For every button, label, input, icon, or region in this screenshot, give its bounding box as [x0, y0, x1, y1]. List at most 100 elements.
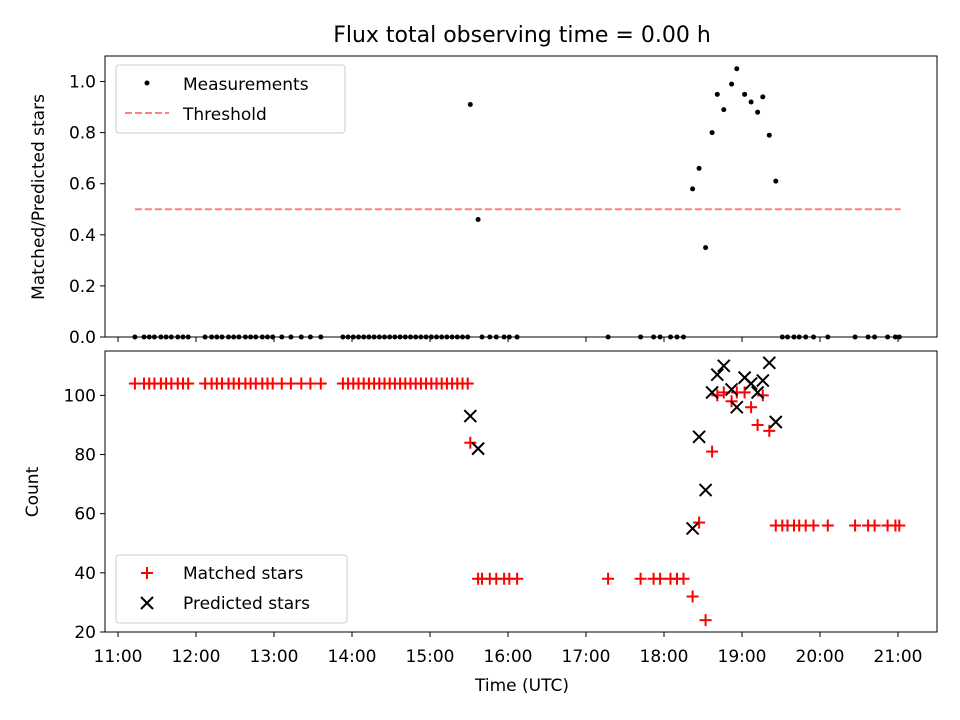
measurement-point — [748, 99, 754, 105]
measurement-point — [773, 178, 779, 184]
predicted-star-marker — [730, 400, 744, 414]
legend-threshold-label: Threshold — [182, 105, 267, 125]
measurement-point — [760, 94, 766, 100]
x-tick-label: 14:00 — [328, 647, 377, 667]
measurement-point — [467, 102, 473, 108]
bottom-y-tick-label: 80 — [74, 446, 96, 466]
matched-star-marker — [602, 572, 615, 585]
predicted-star-marker — [744, 376, 758, 391]
predicted-star-diag2 — [744, 376, 758, 391]
measurement-point — [721, 107, 727, 113]
bottom-y-tick-label: 100 — [64, 386, 96, 406]
predicted-star-diag2 — [724, 382, 739, 397]
top-y-tick-label: 0.8 — [69, 124, 96, 144]
bottom-legend-box — [115, 554, 348, 624]
legend-matched-marker — [141, 567, 153, 579]
matched-star-marker — [893, 519, 906, 532]
predicted-star-marker — [769, 415, 783, 429]
matched-star-marker — [461, 377, 474, 390]
legend-predicted-marker — [140, 596, 154, 610]
top-legend-box — [115, 64, 346, 134]
predicted-star-marker — [724, 382, 739, 397]
matched-star-marker — [677, 572, 690, 585]
x-tick-label: 11:00 — [94, 647, 143, 667]
matched-star-marker — [745, 401, 758, 414]
predicted-star-marker — [705, 385, 719, 400]
predicted-star-marker — [762, 356, 777, 370]
predicted-star-diag2 — [685, 521, 700, 536]
matched-star-marker — [821, 519, 834, 532]
measurement-point — [709, 130, 715, 136]
top-y-axis-label: Matched/Predicted stars — [29, 94, 49, 300]
predicted-star-diag2 — [762, 356, 777, 370]
predicted-star-diag2 — [710, 367, 725, 382]
measurement-point — [690, 186, 696, 192]
top-y-tick-label: 0.4 — [69, 226, 96, 246]
bottom-y-tick-label: 60 — [74, 505, 96, 525]
matched-star-marker — [304, 377, 317, 390]
measurement-point — [734, 66, 740, 72]
matched-star-marker — [284, 377, 297, 390]
x-tick-label: 20:00 — [796, 647, 845, 667]
predicted-star-diag2 — [730, 400, 744, 414]
bottom-y-tick-label: 20 — [74, 623, 96, 643]
matched-star-marker — [699, 614, 712, 627]
predicted-star-marker — [710, 367, 725, 382]
chart-title: Flux total observing time = 0.00 h — [333, 23, 711, 48]
matched-star-marker — [464, 436, 477, 449]
matched-star-marker — [849, 519, 862, 532]
x-tick-label: 12:00 — [172, 647, 221, 667]
predicted-star-diag2 — [698, 483, 713, 497]
x-axis-label: Time (UTC) — [474, 676, 569, 696]
measurement-point — [714, 91, 720, 97]
measurement-point — [755, 109, 761, 115]
measurement-point — [703, 245, 709, 251]
bottom-y-axis-label: Count — [23, 466, 43, 517]
matched-star-marker — [756, 389, 769, 402]
predicted-star-marker — [717, 359, 731, 373]
matched-star-marker — [511, 572, 524, 585]
matched-star-marker — [711, 389, 724, 402]
top-y-tick-label: 0.0 — [69, 328, 96, 348]
predicted-star-diag2 — [717, 359, 731, 373]
predicted-star-diag2 — [692, 430, 706, 444]
x-tick-label: 19:00 — [718, 647, 767, 667]
x-tick-label: 13:00 — [250, 647, 299, 667]
predicted-star-marker — [756, 373, 770, 388]
x-tick-label: 16:00 — [484, 647, 533, 667]
top-y-tick-label: 1.0 — [69, 73, 96, 93]
matched-star-marker — [693, 516, 706, 529]
top-plot-frame — [104, 55, 938, 338]
matched-star-marker — [706, 445, 719, 458]
bottom-legend: Matched stars Predicted stars — [115, 554, 348, 624]
legend-measurements-marker — [144, 80, 150, 86]
predicted-star-diag2 — [471, 441, 485, 456]
x-tick-label: 17:00 — [562, 647, 611, 667]
top-legend: Measurements Threshold — [115, 64, 346, 134]
measurement-point — [742, 91, 748, 97]
legend-matched-label: Matched stars — [183, 564, 303, 584]
top-y-tick-label: 0.2 — [69, 277, 96, 297]
predicted-star-marker — [471, 441, 485, 456]
predicted-star-diag2 — [705, 385, 719, 400]
measurement-point — [729, 81, 735, 87]
predicted-star-marker — [463, 409, 478, 423]
predicted-star-marker — [698, 483, 713, 497]
x-tick-label: 21:00 — [874, 647, 923, 667]
measurement-point — [696, 165, 702, 171]
measurement-point — [766, 132, 772, 138]
matched-star-marker — [314, 377, 327, 390]
matched-star-marker — [807, 519, 820, 532]
matched-star-marker — [634, 572, 647, 585]
bottom-y-tick-label: 40 — [74, 564, 96, 584]
predicted-star-marker — [750, 385, 765, 400]
predicted-star-diag2 — [769, 415, 783, 429]
matched-star-marker — [654, 572, 667, 585]
top-panel: 0.0 0.2 0.4 0.6 0.8 1.0 — [69, 55, 938, 348]
predicted-star-marker — [692, 430, 706, 444]
predicted-star-diag2 — [463, 409, 478, 423]
bottom-plot-frame — [104, 350, 938, 633]
predicted-star-diag2 — [737, 370, 752, 385]
matched-star-marker — [738, 386, 751, 399]
